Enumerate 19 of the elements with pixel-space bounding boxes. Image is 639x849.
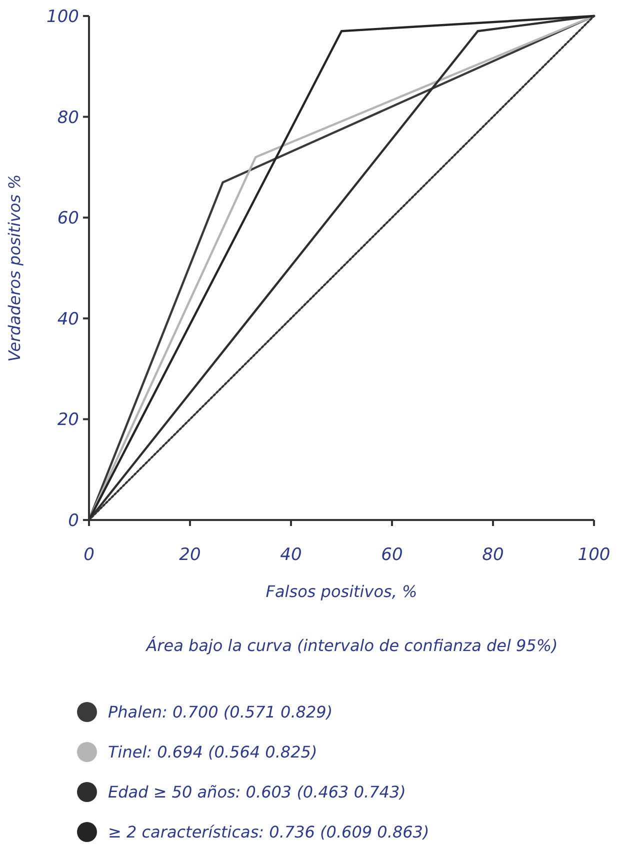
y-axis-title: Verdaderos positivos %	[5, 174, 24, 362]
y-tick-label: 100	[46, 6, 79, 27]
legend-label: ≥ 2 características: 0.736 (0.609 0.863)	[108, 822, 430, 842]
y-tick-label: 20	[57, 410, 79, 430]
x-tick-label: 60	[381, 545, 403, 565]
x-tick-label: 100	[578, 545, 610, 565]
legend-label: Tinel: 0.694 (0.564 0.825)	[108, 742, 318, 762]
x-tick-label: 80	[482, 545, 504, 565]
x-tick-label: 0	[84, 545, 94, 565]
legend-title: Área bajo la curva (intervalo de confianza del 95%)	[145, 636, 558, 655]
legend-label: Edad ≥ 50 años: 0.603 (0.463 0.743)	[108, 782, 406, 802]
x-tick-label: 40	[280, 545, 302, 565]
y-tick-label: 60	[57, 208, 79, 229]
x-axis-title: Falsos positivos, %	[266, 582, 418, 601]
legend-label: Phalen: 0.700 (0.571 0.829)	[108, 702, 333, 722]
y-tick-label: 40	[57, 309, 79, 330]
y-tick-label: 0	[68, 510, 79, 531]
x-tick-label: 20	[179, 545, 201, 565]
y-tick-label: 80	[57, 108, 79, 128]
